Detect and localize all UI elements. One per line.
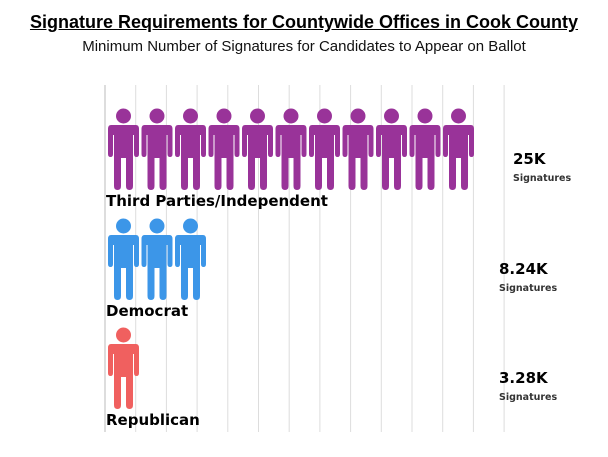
person-icon: [443, 108, 474, 190]
value-label: 8.24K: [499, 260, 549, 278]
unit-label: Signatures: [499, 283, 558, 294]
person-icon: [275, 108, 307, 190]
series-row-democrat: Democrat 8.24K Signatures: [106, 218, 558, 320]
person-icon: [141, 218, 173, 300]
category-label: Democrat: [106, 302, 188, 320]
person-icon: [141, 108, 173, 190]
unit-label: Signatures: [513, 173, 572, 184]
value-label: 3.28K: [499, 369, 549, 387]
unit-label: Signatures: [499, 392, 558, 403]
person-icon: [108, 108, 139, 190]
person-icon: [309, 108, 340, 190]
category-label: Republican: [106, 411, 200, 429]
person-icon: [175, 108, 206, 190]
person-icon: [242, 108, 273, 190]
value-label: 25K: [513, 150, 547, 168]
person-icon: [208, 108, 240, 190]
chart-subtitle: Minimum Number of Signatures for Candida…: [82, 38, 526, 55]
person-icon: [342, 108, 374, 190]
person-icon: [409, 108, 441, 190]
chart-title: Signature Requirements for Countywide Of…: [29, 12, 579, 32]
category-label: Third Parties/Independent: [106, 192, 328, 210]
series-row-third-parties-independent: Third Parties/Independent 25K Signatures: [106, 108, 572, 210]
person-icon: [376, 108, 407, 190]
person-icon: [175, 218, 206, 300]
person-icon: [108, 218, 139, 300]
person-icon: [108, 327, 139, 409]
series-row-republican: Republican 3.28K Signatures: [106, 327, 558, 429]
